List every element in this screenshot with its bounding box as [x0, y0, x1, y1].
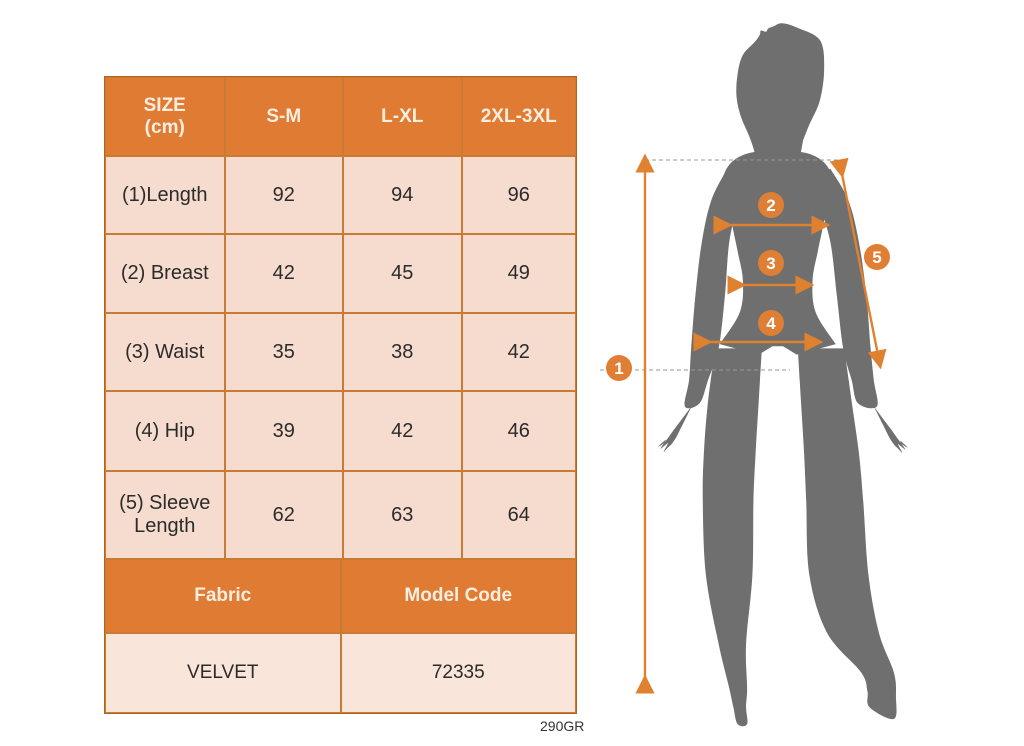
svg-text:3: 3 — [766, 254, 775, 273]
svg-text:4: 4 — [766, 314, 776, 333]
svg-text:1: 1 — [614, 359, 623, 378]
svg-text:5: 5 — [872, 248, 881, 267]
svg-text:2: 2 — [766, 196, 775, 215]
